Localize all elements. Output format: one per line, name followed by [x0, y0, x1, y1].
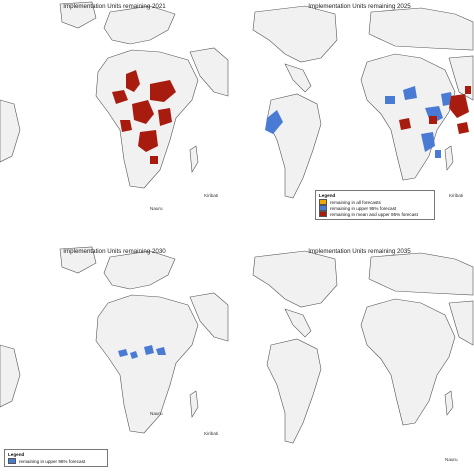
map-panel-2030: Nauru Kiribati Legend remaining in upper…	[0, 245, 229, 474]
legend-item-label: remaining in all forecasts	[330, 199, 381, 205]
panel-title: Implementation Units remaining 2035	[308, 248, 411, 255]
land-layer	[0, 246, 229, 434]
africa	[360, 298, 456, 426]
madagascar	[189, 390, 199, 418]
europe	[368, 252, 474, 296]
inset-label-nauru: Nauru	[445, 457, 458, 462]
panel-title: Implementation Units remaining 2030	[63, 248, 166, 255]
panel-title: Implementation Units remaining 2025	[308, 3, 411, 10]
map-2025	[252, 5, 474, 199]
units-red-2025	[399, 86, 471, 134]
madagascar	[444, 390, 454, 416]
legend-swatch-blue	[8, 458, 16, 464]
legend-title: Legend	[319, 193, 336, 198]
land-layer	[252, 5, 474, 199]
central-america	[284, 63, 312, 93]
south-america	[0, 99, 21, 163]
legend-swatch-orange	[319, 199, 327, 205]
map-panel-2035: Nauru Implementation Units remaining 203…	[245, 245, 474, 474]
inset-label-kiribati: Kiribati	[449, 193, 464, 198]
land-layer	[252, 250, 474, 444]
legend: Legend remaining in all forecasts remain…	[315, 190, 435, 220]
south-america	[266, 93, 322, 199]
north-america	[252, 5, 338, 63]
legend-item-label: remaining in mean and upper 95% forecast	[330, 211, 418, 217]
north-america	[252, 250, 338, 308]
legend-swatch-red	[319, 211, 327, 217]
legend: Legend remaining in upper 95% forecast	[4, 449, 108, 467]
south-america	[0, 344, 21, 408]
africa	[360, 53, 456, 181]
legend-title: Legend	[8, 452, 25, 457]
inset-label-kiribati: Kiribati	[204, 431, 219, 436]
inset-label-nauru: Nauru	[150, 411, 163, 416]
middle-east	[189, 292, 229, 342]
map-2035	[252, 250, 474, 444]
central-america	[284, 308, 312, 338]
europe	[368, 7, 474, 51]
madagascar	[189, 145, 199, 173]
middle-east	[448, 300, 474, 346]
map-panel-2021: Nauru Kiribati Implementation Units rema…	[0, 0, 229, 229]
madagascar	[444, 145, 454, 171]
greenland	[59, 246, 97, 274]
inset-frame	[148, 180, 229, 229]
inset-frame	[393, 425, 474, 474]
units-red-2021	[112, 70, 176, 164]
legend-item: remaining in mean and upper 95% forecast	[319, 211, 431, 217]
legend-item-label: remaining in upper 95% forecast	[19, 458, 86, 464]
europe	[103, 250, 176, 290]
map-2021	[0, 1, 229, 189]
legend-item-label: remaining in upper 95% forecast	[330, 205, 397, 211]
greenland	[59, 1, 97, 29]
middle-east	[189, 47, 229, 97]
land-layer	[0, 1, 229, 189]
legend-item: remaining in upper 95% forecast	[8, 458, 104, 464]
units-blue-2030	[118, 345, 166, 359]
inset-label-nauru: Nauru	[150, 206, 163, 211]
africa	[95, 294, 199, 434]
map-panel-2025: Nauru Kiribati Legend remaining in all f…	[245, 0, 474, 229]
panel-title: Implementation Units remaining 2021	[63, 3, 166, 10]
legend-item: remaining in upper 95% forecast	[319, 205, 431, 211]
europe	[103, 5, 176, 45]
map-2030	[0, 246, 229, 434]
south-america	[266, 338, 322, 444]
legend-swatch-blue	[319, 205, 327, 211]
legend-item: remaining in all forecasts	[319, 199, 431, 205]
inset-label-kiribati: Kiribati	[204, 193, 219, 198]
units-blue-2025	[265, 86, 453, 158]
